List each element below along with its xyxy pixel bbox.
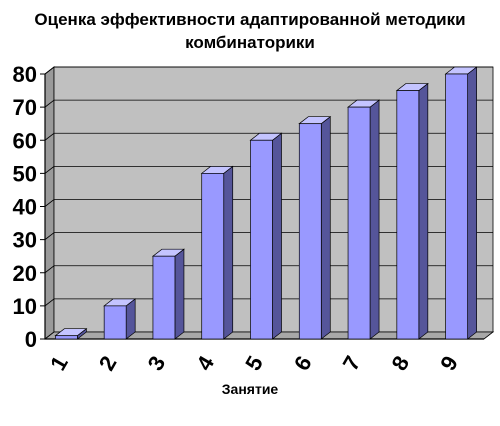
bar-side: [320, 115, 331, 340]
x-tick-label: 7: [338, 352, 366, 375]
bar: [445, 73, 468, 340]
bar-side: [174, 248, 185, 340]
x-tick-label: 6: [289, 352, 317, 375]
x-tick-label: 4: [191, 351, 219, 375]
gridline: [44, 99, 493, 108]
x-tick-label: 8: [386, 352, 414, 375]
gridline: [44, 232, 493, 240]
y-tick-label: 80: [13, 62, 37, 87]
x-tick-label: 2: [94, 352, 122, 375]
y-tick-label: 30: [13, 228, 37, 253]
gridline: [44, 132, 493, 141]
bar: [250, 139, 273, 340]
bar-side: [467, 66, 477, 340]
x-tick-label: 5: [240, 352, 268, 375]
y-tick-label: 70: [13, 95, 37, 120]
gridline: [44, 265, 493, 274]
chart-title: Оценка эффективности адаптированной мето…: [0, 8, 500, 54]
bar: [298, 123, 322, 340]
y-tick-label: 40: [13, 195, 37, 220]
y-tick-label: 10: [13, 294, 37, 319]
bar-side: [272, 132, 282, 340]
gridline: [44, 298, 493, 307]
gridline: [44, 199, 493, 207]
y-tick-label: 0: [25, 327, 37, 352]
bar: [396, 90, 420, 340]
bar-side: [369, 99, 380, 340]
chart-title-line-2: комбинаторики: [185, 33, 315, 52]
bar: [201, 173, 225, 340]
y-tick-label: 60: [13, 128, 37, 153]
x-axis-label: Занятие: [221, 381, 279, 397]
x-tick-label: 1: [45, 352, 73, 375]
gridline: [44, 165, 493, 174]
y-tick-label: 20: [13, 261, 37, 286]
bar: [55, 335, 78, 340]
bar-side: [418, 82, 429, 340]
x-tick-label: 9: [435, 352, 463, 375]
y-tick-label: 50: [13, 161, 37, 186]
bar-side: [223, 165, 234, 340]
bar: [347, 106, 371, 340]
bar: [103, 305, 127, 340]
x-tick-label: 3: [143, 352, 171, 375]
gridline: [44, 66, 493, 75]
bar: [152, 255, 176, 340]
chart-title-line-1: Оценка эффективности адаптированной мето…: [34, 10, 466, 29]
